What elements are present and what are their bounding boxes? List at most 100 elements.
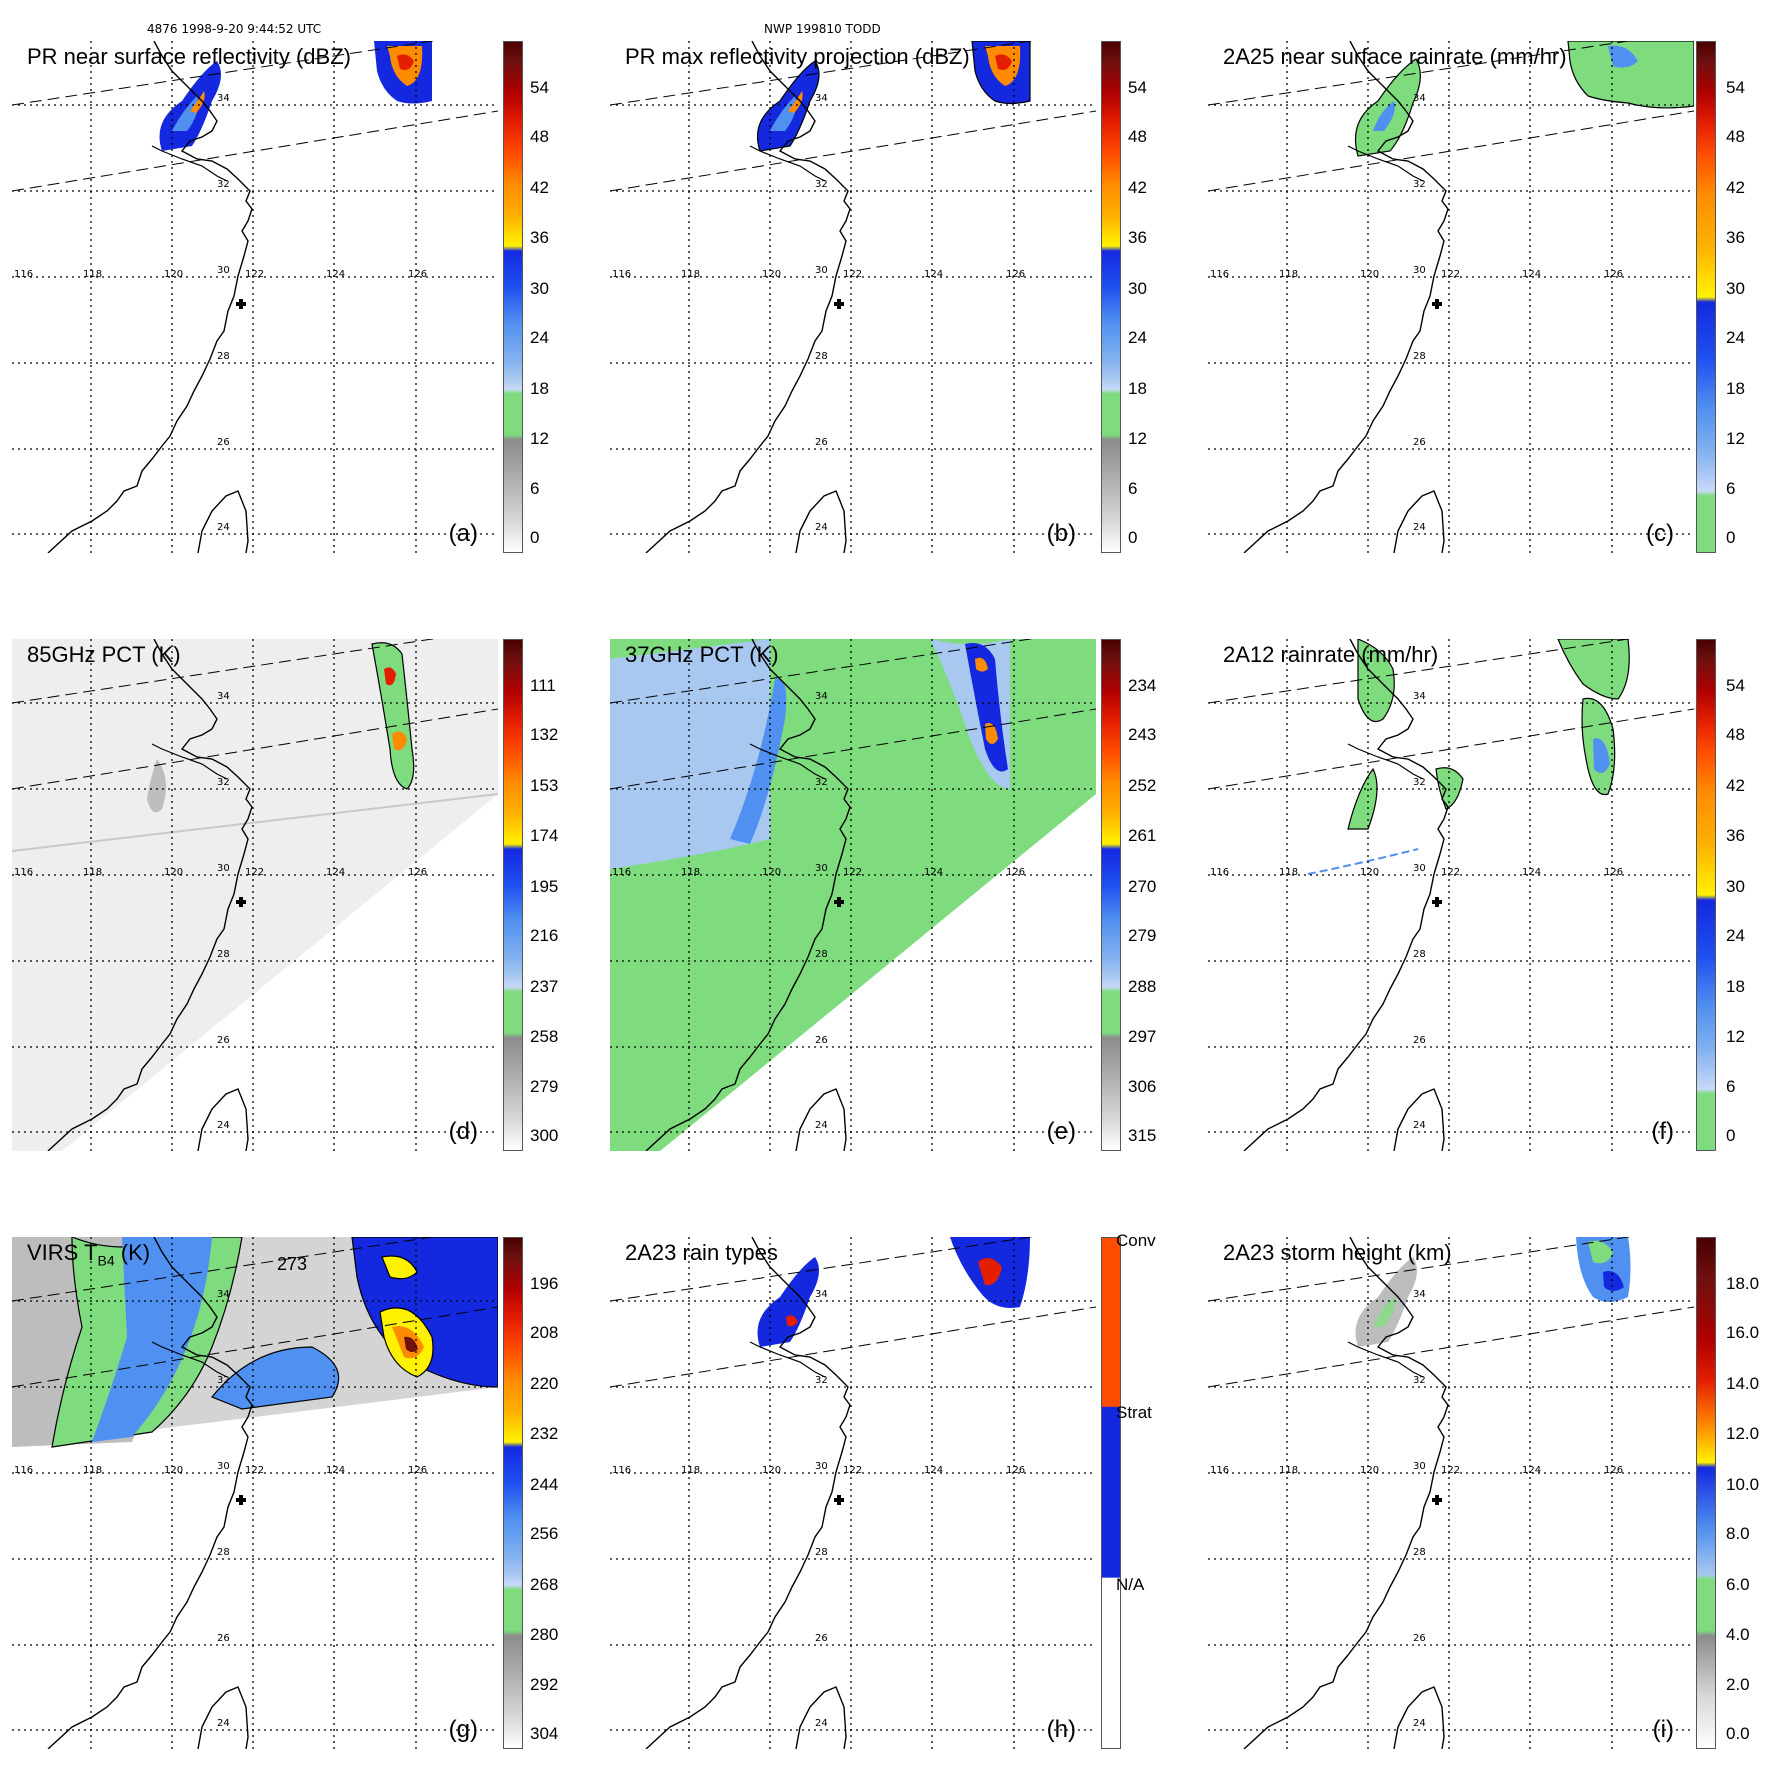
latitude-label: 26 bbox=[815, 1633, 828, 1644]
rain-echo bbox=[172, 96, 199, 131]
longitude-label: 126 bbox=[408, 867, 427, 878]
longitude-label: 124 bbox=[326, 867, 345, 878]
colorbar-tick-label: 18 bbox=[1726, 379, 1745, 398]
colorbar-tick-label: 12 bbox=[1726, 1027, 1745, 1046]
colorbar-tick-label: 300 bbox=[530, 1126, 559, 1145]
colorbar-tick-label: 0 bbox=[1726, 1126, 1736, 1145]
latitude-label: 24 bbox=[217, 1120, 230, 1131]
latitude-label: 32 bbox=[217, 777, 230, 788]
longitude-label: 116 bbox=[14, 867, 33, 878]
colorbar bbox=[1696, 41, 1716, 553]
latitude-label: 34 bbox=[1413, 691, 1426, 702]
longitude-label: 120 bbox=[164, 867, 183, 878]
colorbar-tick-label: 12.0 bbox=[1726, 1424, 1760, 1443]
longitude-label: 126 bbox=[1604, 1465, 1623, 1476]
panel-title: 2A12 rainrate (mm/hr) bbox=[1223, 642, 1439, 667]
longitude-label: 124 bbox=[326, 269, 345, 280]
colorbar-ticks: 54 48 42 36 30 24 18 12 6 0 bbox=[1128, 41, 1198, 553]
colorbar-tick-label: 6 bbox=[1726, 479, 1736, 498]
colorbar-tick-label: 48 bbox=[530, 127, 549, 146]
colorbar-tick-label: 6 bbox=[1726, 1077, 1736, 1096]
longitude-label: 122 bbox=[245, 867, 264, 878]
rain-echo bbox=[995, 54, 1012, 70]
longitude-label: 120 bbox=[1360, 867, 1379, 878]
rain-echo bbox=[1355, 1257, 1417, 1347]
rain-echo bbox=[770, 96, 797, 131]
latitude-label: 30 bbox=[217, 265, 230, 276]
panel-label: (h) bbox=[1046, 1716, 1076, 1743]
panel-label: (c) bbox=[1646, 520, 1674, 547]
rain-echo bbox=[1567, 41, 1694, 109]
longitude-label: 122 bbox=[1441, 1465, 1460, 1476]
colorbar-tick-label: 256 bbox=[530, 1524, 559, 1543]
colorbar-tick-label: 220 bbox=[530, 1374, 559, 1393]
rain-echo bbox=[381, 1255, 418, 1280]
colorbar-ticks: 196 208 220 232 244 256 268 280 292 304 bbox=[530, 1237, 600, 1749]
latitude-label: 34 bbox=[815, 93, 828, 104]
colorbar-tick-label: 232 bbox=[530, 1424, 559, 1443]
map-panel-b: 116 118 120 122 124 126 34 32 30 28 26 24 PR max ref… bbox=[598, 0, 1147, 553]
map-panel-c: 116 118 120 122 124 126 34 32 30 28 26 24 2A25 near … bbox=[1196, 0, 1745, 553]
rain-echo bbox=[1373, 1297, 1395, 1327]
colorbar-tick-label: 18 bbox=[1726, 977, 1745, 996]
colorbar-tick-label: 42 bbox=[1726, 178, 1745, 197]
latitude-label: 26 bbox=[815, 1035, 828, 1046]
colorbar-tick-label: 54 bbox=[1726, 78, 1745, 97]
colorbar-ticks: 234 243 252 261 270 279 288 297 306 315 bbox=[1128, 639, 1198, 1151]
colorbar-tick-label: 304 bbox=[530, 1724, 559, 1743]
longitude-label: 122 bbox=[245, 269, 264, 280]
panel-title: 37GHz PCT (K) bbox=[625, 642, 779, 667]
longitude-label: 118 bbox=[83, 1465, 102, 1476]
panel-label: (g) bbox=[448, 1716, 478, 1743]
colorbar-tick-label: 16.0 bbox=[1726, 1323, 1760, 1342]
latitude-label: 30 bbox=[815, 265, 828, 276]
longitude-label: 116 bbox=[1210, 269, 1229, 280]
latitude-label: 26 bbox=[1413, 1633, 1426, 1644]
colorbar bbox=[1101, 41, 1121, 553]
longitude-label: 116 bbox=[14, 269, 33, 280]
colorbar bbox=[1696, 1237, 1716, 1749]
colorbar-tick-label: 6 bbox=[530, 479, 540, 498]
latitude-label: 28 bbox=[815, 351, 828, 362]
colorbar-tick-label: 18 bbox=[1128, 379, 1147, 398]
colorbar-tick-label: 48 bbox=[1726, 725, 1745, 744]
colorbar bbox=[503, 639, 523, 1151]
colorbar-tick-label: 174 bbox=[530, 826, 559, 845]
colorbar-tick-label: 8.0 bbox=[1726, 1524, 1750, 1543]
latitude-label: 30 bbox=[1413, 1461, 1426, 1472]
rain-echo bbox=[1588, 1240, 1613, 1264]
latitude-label: 26 bbox=[1413, 437, 1426, 448]
latitude-label: 30 bbox=[815, 1461, 828, 1472]
panel-title: VIRS TB4 (K) bbox=[27, 1240, 151, 1269]
colorbar-tick-label: 54 bbox=[1128, 78, 1147, 97]
latitude-label: 24 bbox=[1413, 522, 1426, 533]
latitude-label: 34 bbox=[217, 691, 230, 702]
latitude-label: 28 bbox=[217, 949, 230, 960]
colorbar-tick-label: 0 bbox=[530, 528, 540, 547]
colorbar-tick-label: 270 bbox=[1128, 877, 1157, 896]
colorbar-tick-label: 306 bbox=[1128, 1077, 1157, 1096]
colorbar-tick-label: 261 bbox=[1128, 826, 1157, 845]
panel-title: 2A25 near surface rainrate (mm/hr) bbox=[1223, 44, 1567, 69]
case-name-header: NWP 199810 TODD bbox=[764, 22, 881, 36]
colorbar-ticks: 18.0 16.0 14.0 12.0 10.0 8.0 6.0 4.0 2.0 0.0 bbox=[1726, 1237, 1771, 1749]
longitude-label: 118 bbox=[83, 867, 102, 878]
colorbar-tick-label: 6.0 bbox=[1726, 1575, 1750, 1594]
colorbar-tick-label: 2.0 bbox=[1726, 1675, 1750, 1694]
colorbar-ticks: Conv Strat N/A bbox=[1116, 1231, 1198, 1749]
colorbar-ticks: 111 132 153 174 195 216 237 258 279 300 bbox=[530, 639, 600, 1151]
colorbar bbox=[503, 41, 523, 553]
longitude-label: 116 bbox=[612, 867, 631, 878]
map-area: 116 118 120 122 124 126 34 32 30 28 26 24 bbox=[1208, 41, 1694, 553]
panel-title: 2A23 rain types bbox=[625, 1240, 778, 1265]
latitude-label: 26 bbox=[1413, 1035, 1426, 1046]
panel-title: PR near surface reflectivity (dBZ) bbox=[27, 44, 351, 69]
colorbar bbox=[1101, 1237, 1121, 1749]
colorbar-tick-label: 36 bbox=[1726, 826, 1745, 845]
latitude-label: 32 bbox=[1413, 1375, 1426, 1386]
colorbar-tick-label: 279 bbox=[530, 1077, 559, 1096]
latitude-label: 34 bbox=[815, 1289, 828, 1300]
longitude-label: 118 bbox=[1279, 867, 1298, 878]
latitude-label: 28 bbox=[815, 1547, 828, 1558]
colorbar-tick-label: 10.0 bbox=[1726, 1475, 1760, 1494]
